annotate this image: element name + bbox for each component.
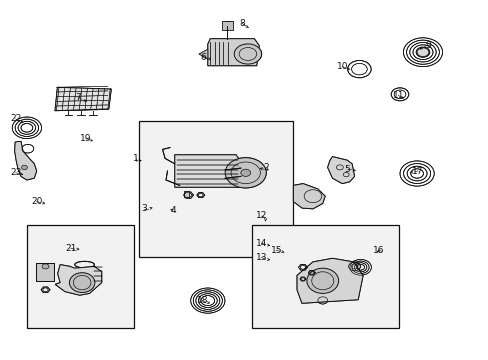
Circle shape xyxy=(240,169,250,176)
Bar xyxy=(27,225,134,328)
Bar xyxy=(36,263,54,281)
Circle shape xyxy=(416,48,428,57)
Text: 21: 21 xyxy=(65,244,77,253)
Text: 11: 11 xyxy=(392,91,404,100)
Polygon shape xyxy=(55,87,111,111)
Circle shape xyxy=(42,264,49,269)
Bar xyxy=(139,121,293,257)
Polygon shape xyxy=(207,39,259,66)
Bar xyxy=(251,225,398,328)
Text: 23: 23 xyxy=(10,168,21,177)
Ellipse shape xyxy=(69,273,95,292)
Polygon shape xyxy=(199,49,207,59)
Text: 13: 13 xyxy=(255,253,267,262)
Polygon shape xyxy=(293,184,325,209)
Circle shape xyxy=(21,165,27,170)
Text: 14: 14 xyxy=(255,238,267,248)
Bar xyxy=(221,21,233,30)
Text: 9: 9 xyxy=(424,40,430,49)
Circle shape xyxy=(224,158,265,188)
Text: 15: 15 xyxy=(270,246,282,255)
Bar xyxy=(221,21,233,30)
Circle shape xyxy=(234,44,261,64)
Polygon shape xyxy=(297,258,362,303)
Text: 22: 22 xyxy=(10,114,21,123)
Circle shape xyxy=(224,158,265,188)
Text: 18: 18 xyxy=(197,296,208,305)
Text: 16: 16 xyxy=(372,246,384,255)
Text: 8: 8 xyxy=(239,19,244,28)
Ellipse shape xyxy=(306,268,338,293)
Polygon shape xyxy=(15,141,37,180)
Polygon shape xyxy=(293,184,325,209)
Text: 19: 19 xyxy=(80,134,91,143)
Text: 1: 1 xyxy=(133,154,139,163)
Circle shape xyxy=(21,165,27,170)
Text: 6: 6 xyxy=(200,53,205,62)
Circle shape xyxy=(42,264,49,269)
Text: 10: 10 xyxy=(336,62,347,71)
Ellipse shape xyxy=(306,268,338,293)
Text: 12: 12 xyxy=(255,211,267,220)
Text: 4: 4 xyxy=(170,206,176,215)
Polygon shape xyxy=(207,39,259,66)
Circle shape xyxy=(240,169,250,176)
Polygon shape xyxy=(55,265,102,295)
Polygon shape xyxy=(327,157,354,184)
Polygon shape xyxy=(55,265,102,295)
Circle shape xyxy=(234,44,261,64)
Text: 20: 20 xyxy=(31,197,42,206)
Ellipse shape xyxy=(69,273,95,292)
Text: 7: 7 xyxy=(75,93,81,102)
Polygon shape xyxy=(15,141,37,180)
Text: 17: 17 xyxy=(411,166,423,175)
Text: 2: 2 xyxy=(263,163,269,172)
Bar xyxy=(183,191,188,197)
Circle shape xyxy=(416,48,428,57)
Polygon shape xyxy=(55,87,111,111)
Polygon shape xyxy=(175,155,240,187)
Polygon shape xyxy=(297,258,362,303)
Polygon shape xyxy=(199,49,207,59)
Text: 3: 3 xyxy=(141,204,147,213)
Polygon shape xyxy=(327,157,354,184)
Bar xyxy=(183,191,188,197)
Text: 5: 5 xyxy=(344,165,349,174)
Polygon shape xyxy=(175,155,240,187)
Bar xyxy=(36,263,54,281)
